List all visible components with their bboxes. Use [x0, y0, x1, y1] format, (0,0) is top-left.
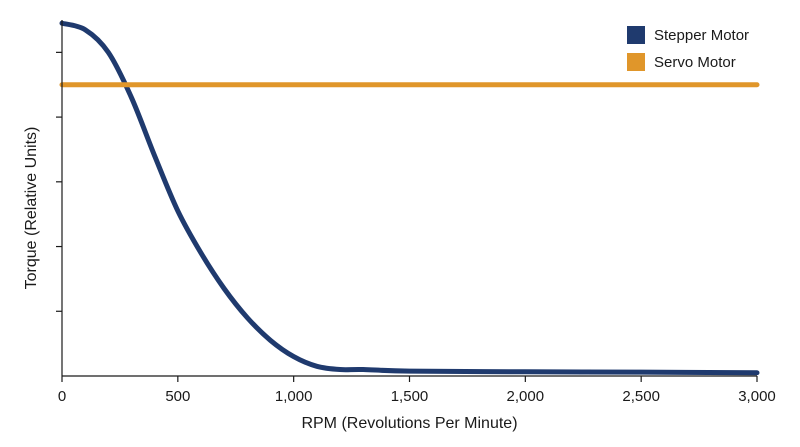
y-axis-title: Torque (Relative Units) — [23, 127, 40, 290]
x-ticks: 0 500 1,000 1,500 2,000 2,500 3,000 — [58, 376, 776, 405]
legend: Stepper Motor Servo Motor — [627, 26, 749, 71]
series-layer — [59, 20, 760, 376]
y-ticks — [56, 51, 62, 312]
legend-swatch-servo — [627, 53, 645, 71]
x-tick-label: 1,000 — [275, 388, 313, 405]
x-tick-label: 500 — [165, 388, 190, 405]
x-tick-label: 1,500 — [391, 388, 429, 405]
x-tick-label: 2,500 — [622, 388, 660, 405]
x-tick-label: 2,000 — [507, 388, 545, 405]
legend-label-servo: Servo Motor — [654, 54, 736, 71]
x-tick-label: 0 — [58, 388, 66, 405]
plot-area: 0 500 1,000 1,500 2,000 2,500 3,000 — [56, 20, 776, 405]
x-axis-title: RPM (Revolutions Per Minute) — [301, 415, 517, 432]
x-tick-label: 3,000 — [738, 388, 776, 405]
legend-label-stepper: Stepper Motor — [654, 27, 749, 44]
stepper-motor-line — [59, 20, 760, 376]
legend-swatch-stepper — [627, 26, 645, 44]
